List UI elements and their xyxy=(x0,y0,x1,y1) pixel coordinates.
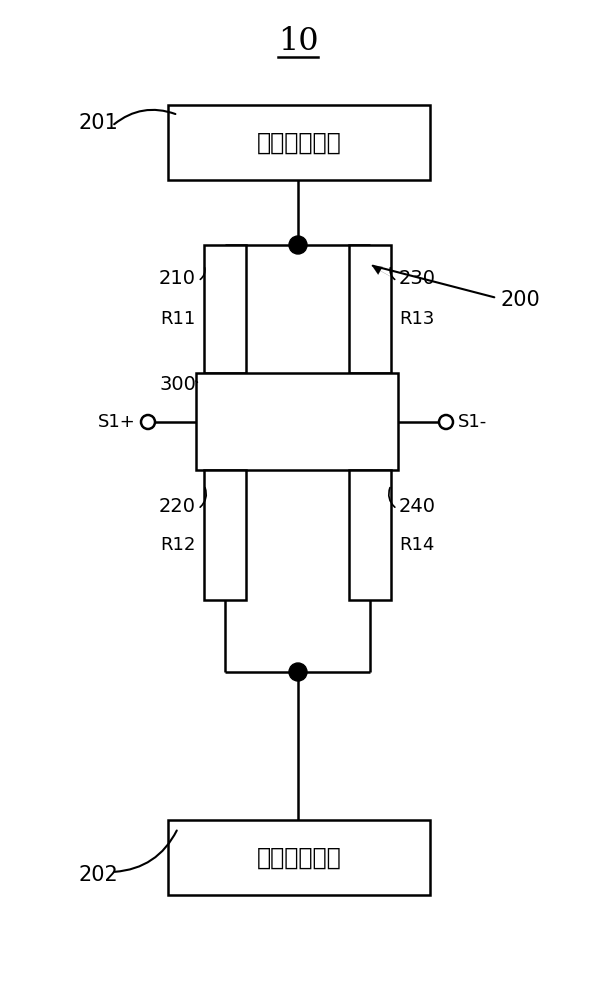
Circle shape xyxy=(289,236,307,254)
Text: 10: 10 xyxy=(278,26,318,57)
Text: 300: 300 xyxy=(159,375,196,394)
Circle shape xyxy=(439,415,453,429)
Text: 202: 202 xyxy=(78,865,118,885)
Text: 210: 210 xyxy=(159,269,196,288)
Circle shape xyxy=(289,663,307,681)
Circle shape xyxy=(141,415,155,429)
Text: R14: R14 xyxy=(399,536,435,554)
Text: 201: 201 xyxy=(78,113,118,133)
Bar xyxy=(168,105,430,180)
Text: 负参考电压源: 负参考电压源 xyxy=(257,846,341,869)
Text: R13: R13 xyxy=(399,310,435,328)
Text: R12: R12 xyxy=(161,536,196,554)
Bar xyxy=(168,820,430,895)
Text: 220: 220 xyxy=(159,497,196,516)
Bar xyxy=(204,245,246,373)
Text: 正参考电压源: 正参考电压源 xyxy=(257,130,341,154)
Bar xyxy=(204,470,246,600)
Bar xyxy=(196,373,398,470)
Bar xyxy=(349,245,391,373)
Text: 200: 200 xyxy=(500,290,540,310)
Text: S1-: S1- xyxy=(458,413,487,431)
Text: S1+: S1+ xyxy=(99,413,136,431)
Bar xyxy=(349,470,391,600)
Text: 230: 230 xyxy=(399,269,436,288)
Text: R11: R11 xyxy=(161,310,196,328)
Text: 240: 240 xyxy=(399,497,436,516)
